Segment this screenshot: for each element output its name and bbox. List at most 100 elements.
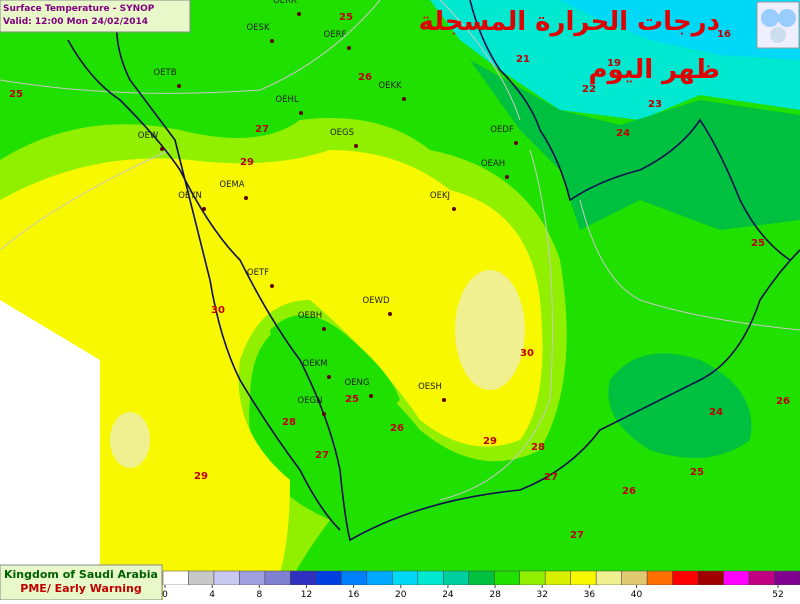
station-dot [270,284,274,288]
legend-swatch [443,570,470,586]
legend-swatch [519,570,546,586]
station-dot [327,375,331,379]
station-label: OERR [273,0,297,6]
arabic-title: درجات الحرارة المسجلة [418,7,720,37]
temperature-label: 26 [622,486,636,497]
legend-tick-label: 4 [209,590,215,600]
logo [756,1,800,49]
legend-swatch [672,570,699,586]
temperature-label: 30 [520,348,534,359]
station-dot [452,207,456,211]
green-dark [470,60,800,230]
cold-region [560,0,800,60]
station-label: OEW [138,131,159,141]
legend-swatch [493,570,520,586]
temperature-label: 28 [282,417,296,428]
legend-tick-label: 12 [301,590,312,600]
legend-swatch [366,570,393,586]
legend-tick-label: 52 [772,590,783,600]
contours [0,0,800,501]
footer-country: Kingdom of Saudi Arabia [4,568,158,581]
legend-swatch [392,570,419,586]
station-label: OEWD [362,296,389,306]
station-dot [388,312,392,316]
legend-tick-label: 20 [395,590,407,600]
temperature-label: 21 [516,54,530,65]
legend-swatch [239,570,266,586]
station-label: OEKK [378,81,402,91]
station-label: OEYN [178,191,202,201]
legend-tick-label: 36 [584,590,596,600]
temperature-label: 24 [616,128,630,139]
station-label: OEAH [481,159,505,169]
temperature-label: 27 [255,124,269,135]
temperature-label: 24 [709,407,723,418]
temperature-label: 25 [9,89,23,100]
station-label: OEMA [219,180,244,190]
arabic-subtitle: ظهر اليوم [588,55,720,85]
station-label: OEKJ [430,191,450,201]
legend-swatch [264,570,291,586]
legend-swatch [723,570,750,586]
station-label: OESK [246,23,269,33]
station-dot [402,97,406,101]
station-label: OEBH [298,311,322,321]
temperature-label: 29 [194,471,208,482]
station-dot [354,144,358,148]
station-dot [369,394,373,398]
green-dark [608,353,752,458]
legend-tick-label: 28 [489,590,501,600]
station-label: OETB [153,68,176,78]
temperature-label: 25 [339,12,353,23]
station-dot [322,412,326,416]
station-dot [297,12,301,16]
title: Surface Temperature - SYNOP [3,4,155,14]
legend-swatch [162,570,189,586]
station-label: OEKM [303,359,328,369]
hot-region [0,150,543,600]
no-data [0,300,100,570]
station-label: OEGS [330,128,354,138]
legend-swatch [697,570,724,586]
station-label: OEHL [275,95,298,105]
temperature-label: 25 [345,394,359,405]
legend-swatch [621,570,648,586]
legend-swatch [748,570,775,586]
legend-swatch [188,570,215,586]
temperature-label: 25 [690,467,704,478]
hot-spot [110,412,150,468]
temperature-label: 29 [240,157,254,168]
temperature-label: 25 [751,238,765,249]
legend-swatch [341,570,368,586]
legend-tick-label: 8 [256,590,262,600]
station-dot [505,175,509,179]
valid-time: Valid: 12:00 Mon 24/02/2014 [3,17,148,27]
temperature-label: 27 [570,530,584,541]
temperature-label: 16 [717,29,731,40]
temperature-label: 26 [390,423,404,434]
station-dot [202,207,206,211]
legend-swatch [417,570,444,586]
temperature-label: 26 [776,396,790,407]
station-label: OEGN [297,396,322,406]
legend-swatch [290,570,317,586]
temperature-label: 29 [483,436,497,447]
header-box [0,0,191,33]
legend-swatch [544,570,571,586]
legend-swatch [468,570,495,586]
legend-swatch [774,570,800,586]
legend-swatch [570,570,597,586]
temperature-label: 27 [544,472,558,483]
temperature-label: 22 [582,84,596,95]
station-dot [514,141,518,145]
legend-swatch [646,570,673,586]
temperature-label: 26 [358,72,372,83]
footer-box [0,564,163,601]
legend-tick-label: 32 [537,590,548,600]
station-dot [160,147,164,151]
cool-spot [270,315,400,423]
station-dot [299,111,303,115]
legend-tick-label: 40 [631,590,643,600]
station-label: OEDF [490,125,514,135]
station-label: OESH [418,382,442,392]
